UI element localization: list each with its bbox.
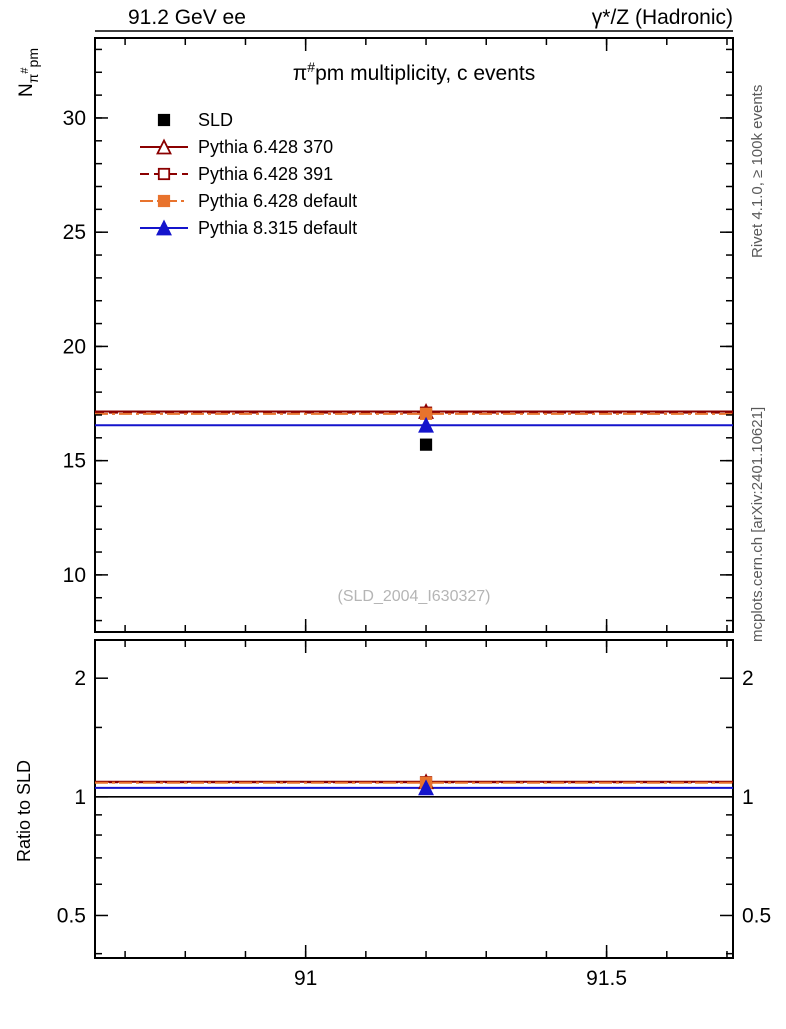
header-beam-energy: 91.2 GeV ee bbox=[128, 6, 246, 29]
rivet-version-text: Rivet 4.1.0, ≥ 100k events bbox=[749, 85, 766, 258]
analysis-watermark: (SLD_2004_I630327) bbox=[337, 588, 490, 605]
ratio-y-tick-label-right: 0.5 bbox=[742, 904, 771, 927]
ratio-panel-series bbox=[95, 773, 733, 798]
ratio-y-tick-label-left: 0.5 bbox=[57, 904, 86, 927]
legend-label: Pythia 6.428 default bbox=[198, 191, 357, 211]
main-panel-frame bbox=[94, 37, 734, 633]
x-tick-label: 91.5 bbox=[586, 967, 627, 990]
mcplots-reference-note: mcplots.cern.ch [arXiv:2401.10621] bbox=[749, 407, 766, 642]
series-marker bbox=[156, 138, 172, 155]
ratio-y-tick-label-right: 1 bbox=[742, 786, 754, 809]
main-panel-series bbox=[95, 403, 733, 451]
series-marker bbox=[156, 219, 172, 236]
main-y-tick-label: 15 bbox=[63, 450, 86, 473]
series-marker bbox=[418, 779, 434, 796]
ratio-y-axis-label: Ratio to SLD bbox=[14, 760, 34, 862]
main-y-tick-label: 25 bbox=[63, 221, 86, 244]
series-marker bbox=[157, 167, 171, 181]
legend-label: SLD bbox=[198, 110, 233, 130]
header-process: γ*/Z (Hadronic) bbox=[592, 6, 733, 29]
main-y-axis-label: Nπ#pm bbox=[16, 48, 41, 97]
plot-title: π#pm multiplicity, c events bbox=[293, 59, 535, 85]
series-marker bbox=[419, 438, 433, 451]
ratio-panel-frame bbox=[94, 639, 734, 959]
main-y-tick-label: 30 bbox=[63, 107, 86, 130]
series-marker bbox=[418, 416, 434, 433]
series-marker bbox=[157, 113, 171, 127]
axis-ticks bbox=[95, 38, 733, 958]
series-marker bbox=[157, 194, 171, 208]
ratio-y-axis-label-text: Ratio to SLD bbox=[14, 760, 34, 862]
x-tick-label: 91 bbox=[294, 967, 317, 990]
legend-label: Pythia 6.428 391 bbox=[198, 164, 333, 184]
main-y-tick-label: 20 bbox=[63, 335, 86, 358]
ratio-y-tick-label-right: 2 bbox=[742, 667, 754, 690]
legend: SLD Pythia 6.428 370 Pythia 6.428 391 Pythi… bbox=[140, 110, 357, 238]
legend-label: Pythia 6.428 370 bbox=[198, 137, 333, 157]
axis-tick-labels: 91 91.5 10 15 20 25 30 0.5 0.5 1 1 2 2 bbox=[57, 107, 771, 990]
ratio-y-tick-label-left: 2 bbox=[74, 667, 86, 690]
ratio-y-tick-label-left: 1 bbox=[74, 786, 86, 809]
main-y-tick-label: 10 bbox=[63, 564, 86, 587]
legend-label: Pythia 8.315 default bbox=[198, 218, 357, 238]
rivet-version-note: Rivet 4.1.0, ≥ 100k events bbox=[749, 85, 766, 258]
mcplots-reference-text: mcplots.cern.ch [arXiv:2401.10621] bbox=[749, 407, 766, 642]
main-y-axis-label-text: Nπ#pm bbox=[16, 48, 41, 97]
